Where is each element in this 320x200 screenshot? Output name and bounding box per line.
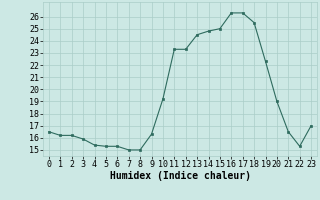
X-axis label: Humidex (Indice chaleur): Humidex (Indice chaleur) bbox=[109, 171, 251, 181]
